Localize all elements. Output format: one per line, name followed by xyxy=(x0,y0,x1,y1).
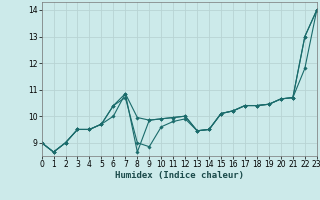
X-axis label: Humidex (Indice chaleur): Humidex (Indice chaleur) xyxy=(115,171,244,180)
